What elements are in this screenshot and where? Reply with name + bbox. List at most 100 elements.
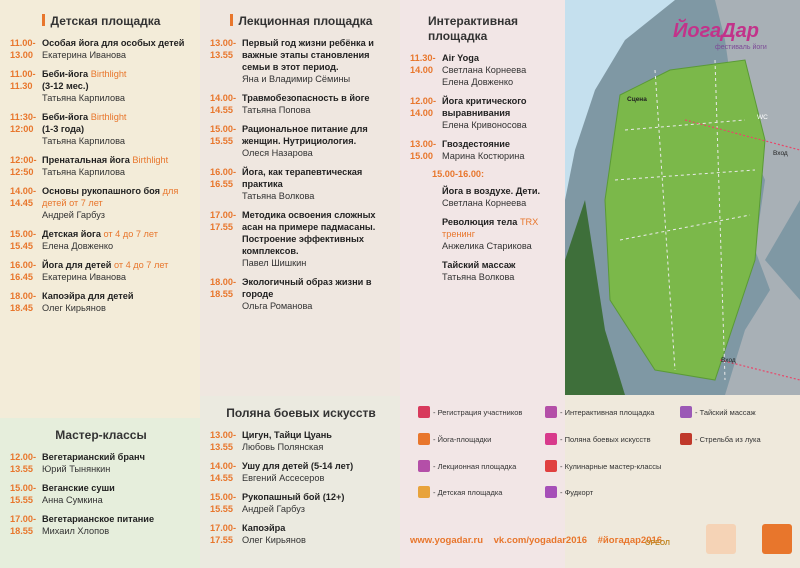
event-item: 11.30- 14.00 Air Yoga Светлана Корнеева Ел…	[410, 52, 557, 88]
event-title: Детская йога от 4 до 7 лет	[42, 228, 192, 240]
entry-label-2: Вход	[721, 357, 736, 364]
event-speaker: Марина Костюрина	[442, 151, 525, 161]
event-title-text: Веганские суши	[42, 483, 115, 493]
time-block: 15.00-16.00:	[432, 169, 485, 179]
legend-item: - Стрельба из лука	[680, 433, 761, 445]
event-speaker: Ольга Романова	[242, 301, 313, 311]
legend-item: - Детская площадка	[418, 486, 502, 498]
event-speaker: Михаил Хлопов	[42, 526, 110, 536]
legend-label: - Йога-площадки	[433, 435, 492, 444]
event-item: Тайский массаж Татьяна Волкова	[410, 259, 557, 283]
logo-subtitle: фестиваль йоги	[715, 44, 767, 51]
sponsor-icon	[706, 524, 736, 554]
event-title-text: Капоэйра	[242, 523, 286, 533]
legend-icon	[545, 486, 557, 498]
event-item: 17.00- 17.55 Капоэйра Олег Кирьянов	[210, 522, 392, 546]
event-title-text: Пренатальная йога	[42, 155, 130, 165]
event-title-text: Капоэйра для детей	[42, 291, 134, 301]
event-item: 16.00- 16.45 Йога для детей от 4 до 7 лет…	[10, 259, 192, 283]
event-item: 14.00- 14.55 Травмобезопасность в йоге Тат…	[210, 92, 392, 116]
event-item: 15.00- 15.55 Веганские суши Анна Сумкина	[10, 482, 192, 506]
legend-icon	[545, 433, 557, 445]
event-title: Травмобезопасность в йоге	[242, 92, 392, 104]
legend-icon	[418, 460, 430, 472]
wc-label: WC	[757, 114, 768, 121]
event-title: Йога для детей от 4 до 7 лет	[42, 259, 192, 271]
event-item: 18.00- 18.55 Экологичный образ жизни в го…	[210, 276, 392, 312]
footer: www.yogadar.ru vk.com/yogadar2016 #йогад…	[410, 535, 662, 546]
legend-label: - Стрельба из лука	[695, 435, 761, 444]
event-time: 11.00- 11.30	[10, 69, 36, 91]
event-title: Капоэйра для детей	[42, 290, 192, 302]
event-note: Birthlight	[90, 69, 127, 79]
event-title: Беби-йога Birthlight (1-3 года)	[42, 111, 192, 135]
event-title: Гвоздестояние	[442, 138, 557, 150]
event-time: 17.00- 18.55	[10, 514, 37, 536]
legend-label: - Лекционная площадка	[433, 462, 517, 471]
event-time: 18.00- 18.55	[210, 277, 237, 299]
event-title: Йога, как терапевтическая практика	[242, 166, 392, 190]
section-masterclasses: Мастер-классы 12.00- 13.55 Вегетарианский…	[0, 418, 200, 568]
legend-label: - Интерактивная площадка	[560, 408, 655, 417]
section-title-martial: Поляна боевых искусств	[226, 406, 376, 420]
event-speaker: Екатерина Иванова	[42, 50, 127, 60]
event-time: 15.00- 15.55	[210, 124, 237, 146]
column-interactive: Интерактивная площадка 11.30- 14.00 Air Y…	[400, 0, 565, 568]
festival-map: ЙогаДар фестиваль йоги Сцена WC Вход Вхо…	[565, 0, 800, 395]
event-speaker: Анжелика Старикова	[442, 241, 532, 251]
event-title: Капоэйра	[242, 522, 392, 534]
kids-logo-icon	[762, 524, 792, 554]
legend-label: - Детская площадка	[433, 488, 503, 497]
event-title: Пренатальная йога Birthlight	[42, 154, 192, 166]
event-time: 14.00- 14.55	[210, 461, 237, 483]
footer-vk[interactable]: vk.com/yogadar2016	[493, 535, 588, 546]
legend: - Регистрация участников - Йога-площадки -…	[410, 398, 800, 518]
event-item: 15.00- 15.55 Рукопашный бой (12+) Андрей Г…	[210, 491, 392, 515]
event-title: Беби-йога Birthlight (3-12 мес.)	[42, 68, 192, 92]
event-title-text: Революция тела	[442, 217, 518, 227]
legend-icon	[418, 433, 430, 445]
event-title-text: Вегетарианский бранч	[42, 452, 145, 462]
event-title-text: Травмобезопасность в йоге	[242, 93, 370, 103]
event-item: 12.00- 14.00 Йога критического выравниван…	[410, 95, 557, 131]
event-title: Вегетарианское питание	[42, 513, 192, 525]
event-item: 11:30- 12:00 Беби-йога Birthlight (1-3 год…	[10, 111, 192, 147]
event-note: Birthlight	[90, 112, 127, 122]
entry-label-1: Вход	[773, 150, 788, 157]
event-item: 13.00- 13.55 Цигун, Тайци Цуань Любовь Пол…	[210, 429, 392, 453]
event-title-text: Методика освоения сложных асан на пример…	[242, 210, 376, 256]
event-item: 15.00- 15.45 Детская йога от 4 до 7 лет Ел…	[10, 228, 192, 252]
legend-item: - Поляна боевых искусств	[545, 433, 651, 445]
legend-label: - Поляна боевых искусств	[560, 435, 651, 444]
event-speaker: Екатерина Иванова	[42, 272, 127, 282]
legend-icon	[418, 486, 430, 498]
event-time: 11.30- 14.00	[410, 53, 436, 75]
event-item: 13.00- 15.00 Гвоздестояние Марина Костюрин…	[410, 138, 557, 162]
event-title: Методика освоения сложных асан на пример…	[242, 209, 392, 257]
event-time: 18.00- 18.45	[10, 291, 37, 313]
event-speaker: Любовь Полянская	[242, 442, 324, 452]
section-title-interactive: Интерактивная площадка	[428, 14, 518, 43]
legend-item: - Йога-площадки	[418, 433, 491, 445]
event-title: Основы рукопашного боя для детей от 7 ле…	[42, 185, 192, 209]
event-item: 11.00- 13.00 Особая йога для особых детей…	[10, 37, 192, 61]
legend-icon	[680, 433, 692, 445]
event-speaker: Олеся Назарова	[242, 148, 313, 158]
event-title: Цигун, Тайци Цуань	[242, 429, 392, 441]
event-title: Революция тела TRX тренинг	[442, 216, 557, 240]
event-speaker: Олег Кирьянов	[242, 535, 306, 545]
event-title-text: Беби-йога	[42, 112, 89, 122]
event-title-text: Рациональное питание для женщин. Нутрици…	[242, 124, 368, 146]
event-title-text: Ушу для детей (5-14 лет)	[242, 461, 354, 471]
event-time: 14.00- 14.45	[10, 186, 37, 208]
event-item: 14.00- 14.55 Ушу для детей (5-14 лет) Евге…	[210, 460, 392, 484]
event-note: для детей от 7 лет	[42, 186, 179, 208]
event-time: 13.00- 13.55	[210, 38, 237, 60]
footer-site[interactable]: www.yogadar.ru	[410, 535, 484, 546]
event-time: 12:00- 12:50	[10, 155, 37, 177]
event-time: 16.00- 16.55	[210, 167, 237, 189]
event-title-text: Цигун, Тайци Цуань	[242, 430, 332, 440]
legend-label: - Фудкорт	[560, 488, 594, 497]
event-title-extra: (3-12 мес.)	[42, 81, 89, 91]
event-speaker: Татьяна Попова	[242, 105, 311, 115]
